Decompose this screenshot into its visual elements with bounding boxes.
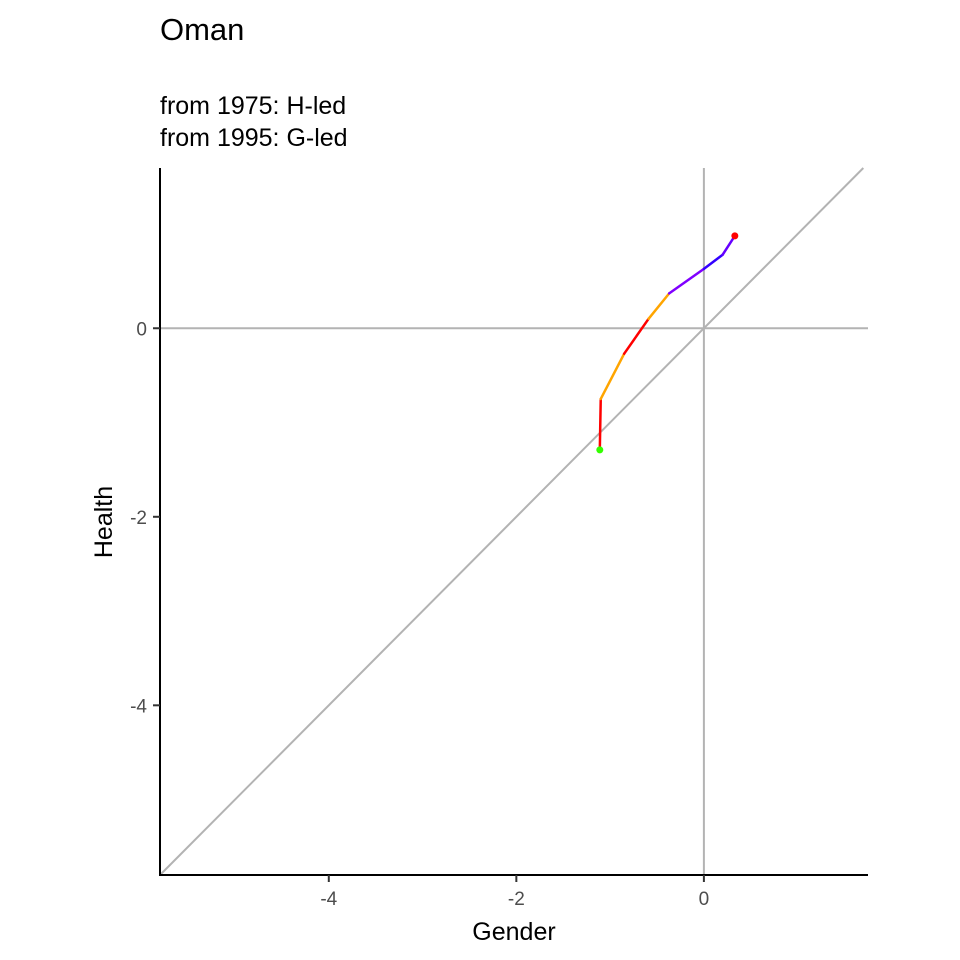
reference-lines bbox=[159, 167, 868, 876]
end-point-marker bbox=[731, 232, 739, 240]
chart-subtitle-line-1: from 1975: H-led bbox=[160, 92, 346, 120]
x-tick-label: 0 bbox=[699, 889, 710, 910]
trajectory-segment bbox=[667, 267, 706, 295]
identity-diagonal-line bbox=[159, 167, 865, 876]
x-tick-label: -4 bbox=[320, 889, 337, 910]
axis-ticks: -4 -2 0 0 -2 -4 bbox=[130, 319, 709, 910]
trajectory-segment bbox=[721, 234, 737, 256]
chart-title: Oman bbox=[160, 12, 244, 47]
start-point-marker bbox=[596, 446, 604, 454]
trajectory-segment bbox=[598, 397, 602, 452]
x-tick-label: -2 bbox=[508, 889, 525, 910]
data-layer bbox=[596, 232, 739, 454]
trajectory-segment bbox=[599, 352, 626, 401]
y-tick-label: 0 bbox=[136, 319, 147, 340]
x-axis-title: Gender bbox=[472, 918, 555, 946]
y-axis-title: Health bbox=[90, 486, 118, 558]
chart-subtitle-line-2: from 1995: G-led bbox=[160, 124, 348, 152]
y-tick-label: -4 bbox=[130, 696, 147, 717]
trajectory-segment bbox=[647, 292, 671, 321]
trajectory-segment bbox=[622, 317, 650, 355]
trajectory-segment bbox=[702, 253, 724, 271]
y-tick-label: -2 bbox=[130, 508, 147, 529]
